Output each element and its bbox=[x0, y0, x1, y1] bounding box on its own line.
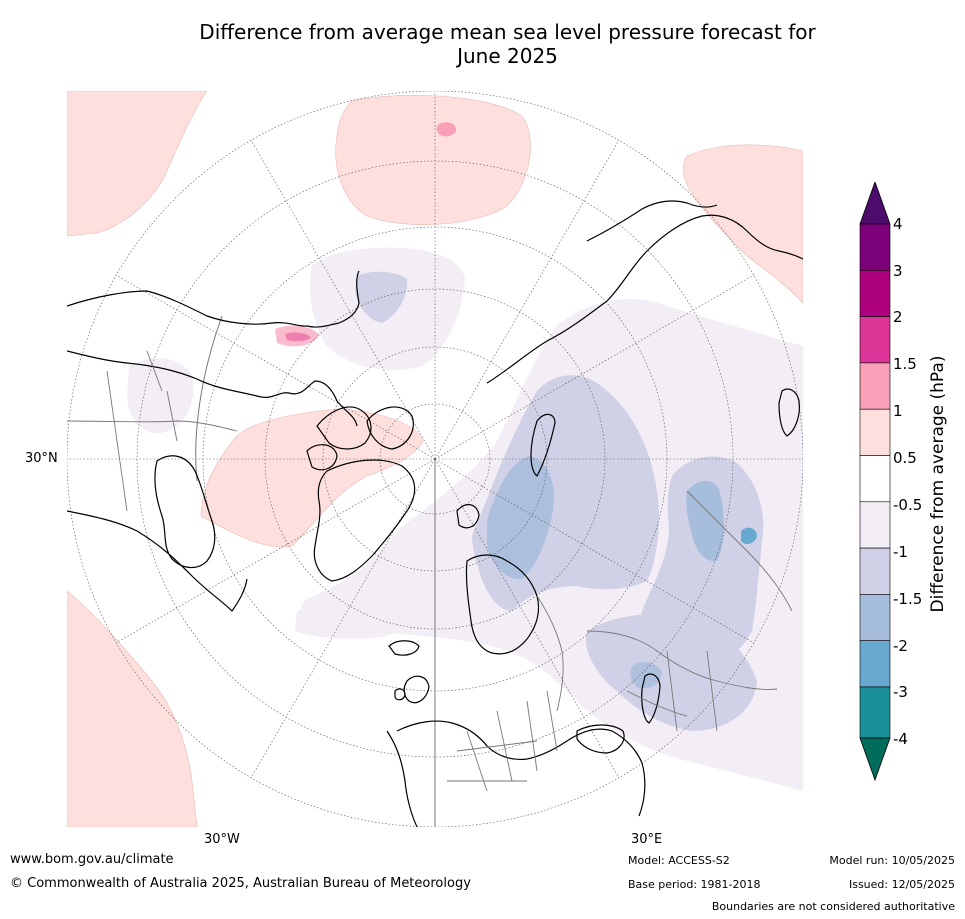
anomaly-neg-canada bbox=[127, 358, 194, 434]
anomaly-neg-central-asia bbox=[586, 614, 757, 731]
colorbar-extend-bottom bbox=[859, 737, 891, 782]
coast-scandinavia bbox=[465, 554, 540, 655]
border-europe-grid bbox=[447, 690, 558, 792]
coast-europe bbox=[396, 720, 646, 817]
colorbar-extend-top bbox=[859, 182, 891, 225]
colorbar-tick-2: 2 bbox=[893, 308, 903, 326]
footer-issued: Issued: 12/05/2025 bbox=[848, 878, 955, 891]
coastlines bbox=[67, 200, 803, 827]
coast-caspian bbox=[641, 673, 661, 724]
border-central-asia bbox=[626, 650, 718, 732]
coast-iceland bbox=[388, 640, 420, 656]
colorbar-title: Difference from average (hPa) bbox=[928, 355, 948, 613]
coast-svalbard bbox=[456, 504, 480, 529]
colorbar-segment-4 bbox=[859, 223, 891, 271]
coast-hudson-bay bbox=[154, 455, 216, 569]
coast-canada-north bbox=[67, 350, 358, 427]
footer-base-period: Base period: 1981-2018 bbox=[628, 878, 761, 891]
anomaly-neg-barents-core bbox=[487, 456, 554, 580]
colorbar-segment-1-5 bbox=[859, 362, 891, 410]
colorbar-segment-neg-3 bbox=[859, 686, 891, 739]
polar-map bbox=[67, 91, 803, 827]
anomaly-neg-east-asia bbox=[641, 456, 764, 665]
lon-label-30w: 30°W bbox=[204, 832, 240, 847]
anomaly-pos-bottom-left bbox=[67, 590, 198, 827]
lat-label-30n: 30°N bbox=[25, 451, 58, 466]
graticule-lat-80 bbox=[379, 403, 491, 515]
border-canada-prov bbox=[106, 350, 178, 512]
meridian-west-solid bbox=[195, 315, 223, 482]
anomaly-neg-atlantic bbox=[295, 598, 410, 639]
footer-model-run: Model run: 10/05/2025 bbox=[829, 854, 955, 867]
coast-labrador bbox=[67, 510, 248, 612]
border-china-mongolia bbox=[686, 490, 793, 612]
colorbar-tick-0-5: 0.5 bbox=[893, 449, 917, 467]
coast-novaya-zemlya bbox=[530, 413, 556, 477]
footer-model: Model: ACCESS-S2 bbox=[628, 854, 730, 867]
coast-siberia bbox=[486, 214, 803, 384]
colorbar-tick-neg-4: -4 bbox=[893, 730, 908, 748]
coast-alaska bbox=[67, 270, 360, 328]
coast-east-siberia bbox=[586, 200, 718, 242]
colorbar-tick-neg-0-5: -0.5 bbox=[893, 496, 923, 514]
coast-black-sea bbox=[576, 724, 625, 754]
anomaly-pos-arctic-pacific bbox=[335, 94, 531, 226]
map-svg bbox=[67, 91, 803, 827]
colorbar-segment-neg-2 bbox=[859, 640, 891, 688]
coast-iberia-africa bbox=[386, 730, 418, 827]
colorbar-tick-3: 3 bbox=[893, 262, 903, 280]
border-russia-west bbox=[536, 595, 564, 712]
chart-title: Difference from average mean sea level p… bbox=[0, 20, 965, 68]
border-russia-kaz bbox=[586, 630, 778, 690]
colorbar-tick-1: 1 bbox=[893, 402, 903, 420]
coast-arctic-archipelago bbox=[306, 406, 414, 471]
title-line-1: Difference from average mean sea level p… bbox=[199, 20, 816, 44]
colorbar bbox=[859, 182, 891, 782]
borders bbox=[67, 350, 793, 792]
lon-label-30e: 30°E bbox=[631, 832, 663, 847]
colorbar-segment-3 bbox=[859, 270, 891, 317]
colorbar-tick-neg-3: -3 bbox=[893, 683, 908, 701]
anomaly-pos-small-core bbox=[436, 122, 457, 137]
footer-disclaimer: Boundaries are not considered authoritat… bbox=[711, 900, 955, 913]
coast-british-isles bbox=[394, 675, 430, 704]
colorbar-tick-neg-1-5: -1.5 bbox=[893, 590, 923, 608]
colorbar-tick-1-5: 1.5 bbox=[893, 355, 917, 373]
anomaly-neg-east-asia-core bbox=[686, 480, 724, 562]
colorbar-segment-neg-0-5 bbox=[859, 501, 891, 549]
anomaly-pos-bering-halo bbox=[275, 325, 319, 347]
colorbar-tick-neg-2: -2 bbox=[893, 637, 908, 655]
colorbar-tick-4: 4 bbox=[893, 215, 903, 233]
title-line-2: June 2025 bbox=[457, 44, 558, 68]
colorbar-segment-0-5 bbox=[859, 455, 891, 503]
anomaly-pos-greenland bbox=[200, 408, 424, 548]
anomaly-neg-baikal-core bbox=[741, 527, 757, 545]
colorbar-segment-neg-1-5 bbox=[859, 594, 891, 641]
footer-website: www.bom.gov.au/climate bbox=[10, 852, 174, 867]
coast-japan bbox=[778, 388, 800, 437]
colorbar-segment-2 bbox=[859, 316, 891, 364]
coast-greenland bbox=[313, 459, 416, 582]
anomaly-pos-top-left bbox=[67, 91, 208, 237]
colorbar-segment-1 bbox=[859, 408, 891, 456]
anomaly-neg-north-pacific-core bbox=[355, 271, 408, 323]
colorbar-tick-neg-1: -1 bbox=[893, 543, 908, 561]
colorbar-segment-neg-1 bbox=[859, 547, 891, 595]
anomaly-pos-top-right bbox=[683, 144, 803, 304]
footer-copyright: © Commonwealth of Australia 2025, Austra… bbox=[10, 876, 471, 891]
